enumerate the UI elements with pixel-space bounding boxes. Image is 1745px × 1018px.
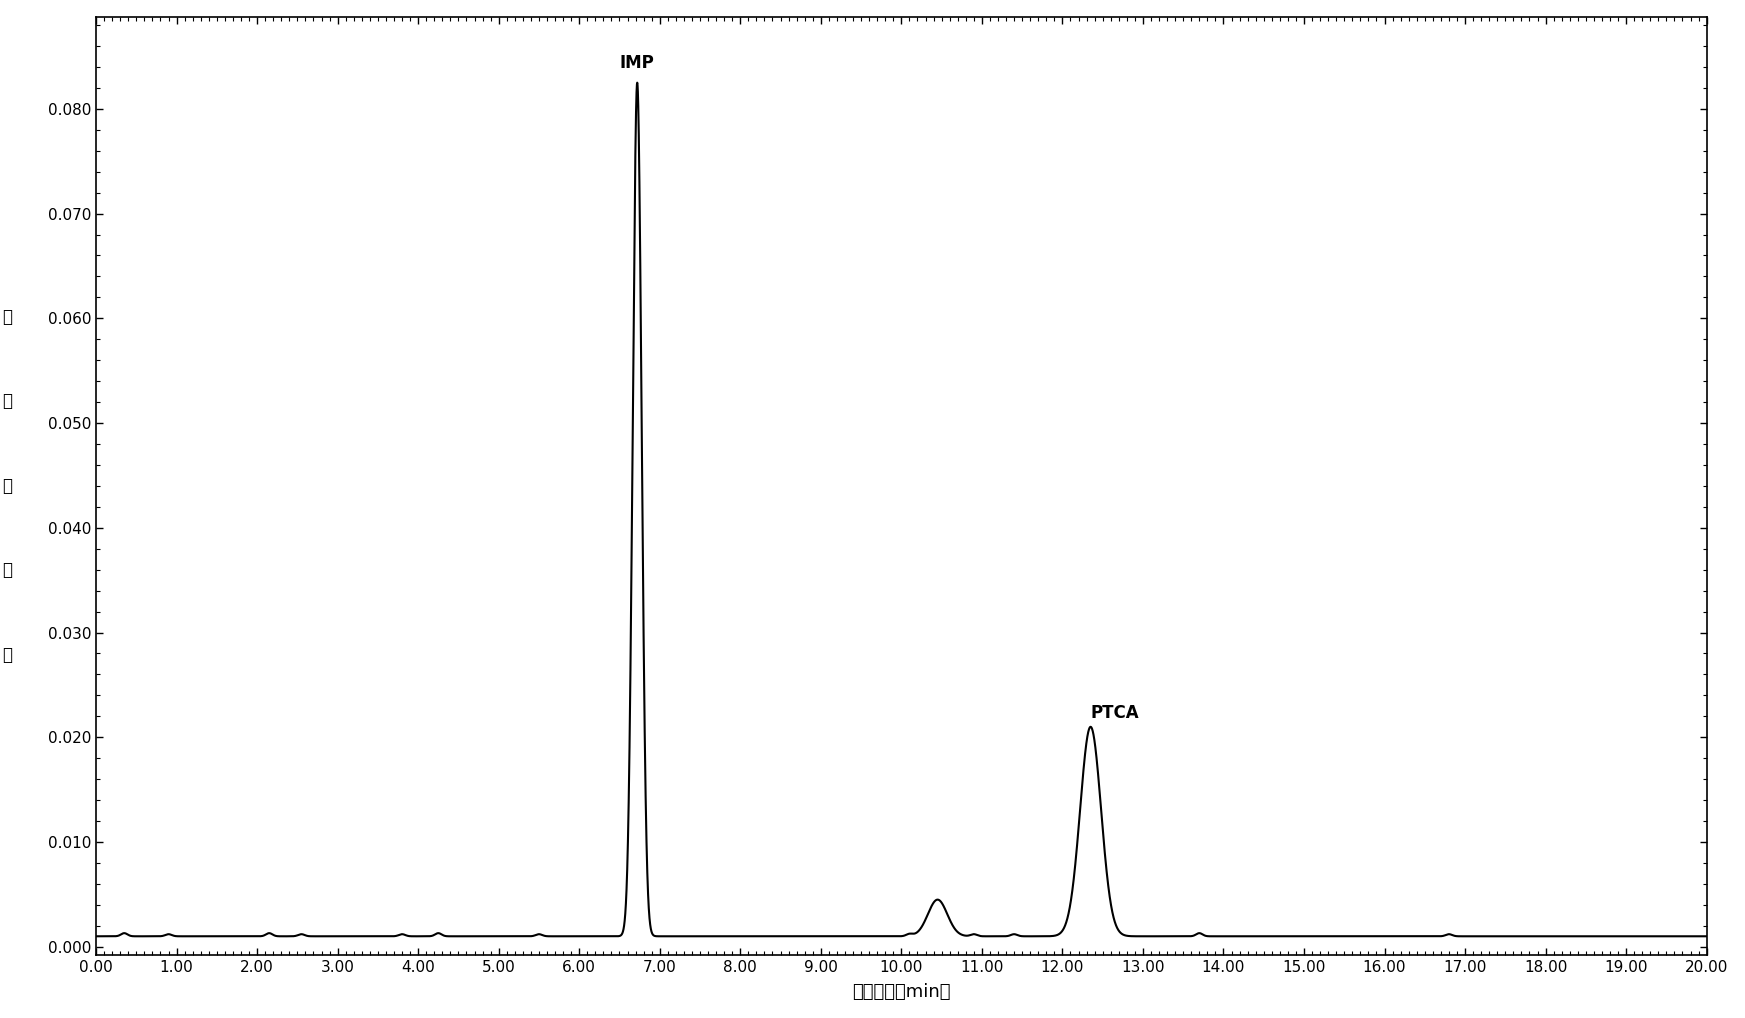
Text: 吸: 吸 xyxy=(2,308,12,326)
Text: PTCA: PTCA xyxy=(1091,703,1139,722)
Text: IMP: IMP xyxy=(619,54,654,72)
Text: 单: 单 xyxy=(2,561,12,579)
Text: 位: 位 xyxy=(2,645,12,664)
Text: 光: 光 xyxy=(2,393,12,410)
Text: 度: 度 xyxy=(2,476,12,495)
X-axis label: 出峰时间（min）: 出峰时间（min） xyxy=(852,983,951,1002)
